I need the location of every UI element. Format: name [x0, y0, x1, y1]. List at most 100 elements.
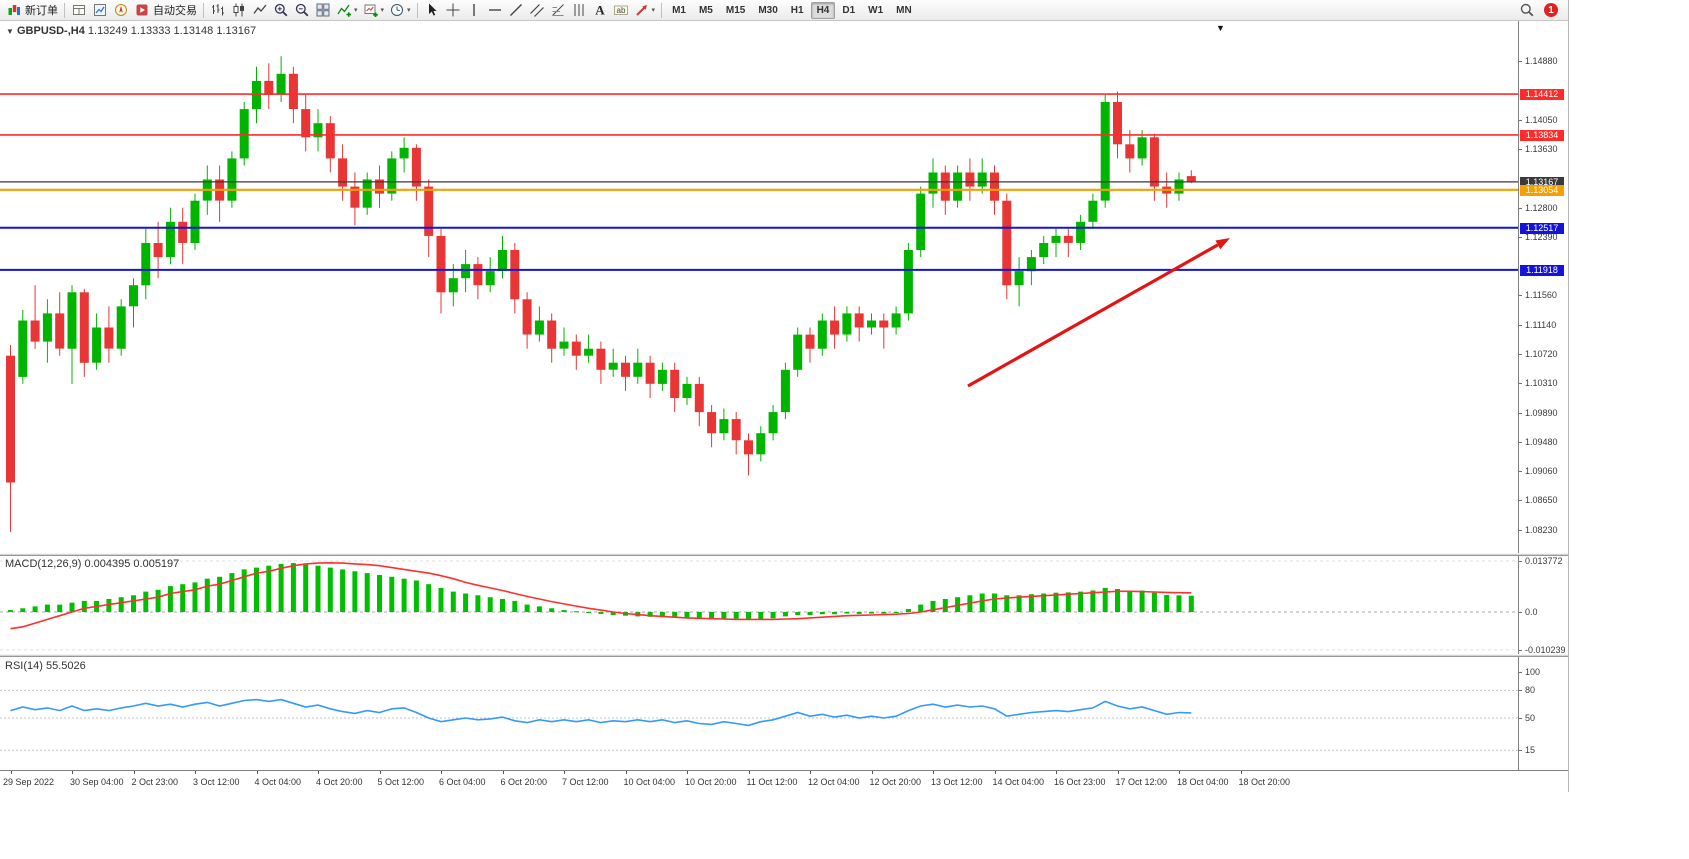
axis-tick: [1519, 500, 1522, 502]
candle: [338, 144, 348, 201]
price-scale[interactable]: 1.14880 1.14050 1.13630 1.12800 1.12390 1.115…: [1518, 21, 1568, 770]
candle: [424, 179, 434, 258]
zoom-in-button[interactable]: [271, 1, 291, 19]
search-button[interactable]: [1517, 1, 1537, 19]
trendline-icon: [508, 2, 524, 18]
macd-bar: [869, 612, 874, 614]
macd-bar: [167, 586, 173, 612]
rsi-chart[interactable]: [0, 658, 1518, 770]
candle: [977, 158, 987, 194]
candle: [350, 172, 360, 226]
candlestick-chart-button[interactable]: [229, 1, 249, 19]
axis-tick: [1519, 718, 1522, 719]
line-chart-icon: [252, 2, 268, 18]
text-button[interactable]: A: [590, 1, 610, 19]
axis-tick: [1519, 236, 1522, 238]
time-axis-label: 2 Oct 23:00: [131, 777, 179, 787]
candle: [559, 327, 569, 356]
price-tag: 1.13054: [1520, 184, 1564, 196]
trend-arrow-head[interactable]: [1215, 238, 1230, 250]
macd-bar: [672, 612, 678, 618]
new-order-label: 新订单: [25, 5, 58, 17]
macd-bar: [992, 593, 997, 612]
candle: [867, 313, 876, 335]
trend-arrow[interactable]: [967, 243, 1219, 388]
axis-tick: [1519, 383, 1522, 385]
pane-separator[interactable]: [0, 654, 1568, 657]
cursor-button[interactable]: [422, 1, 442, 19]
toolbar-separator: [416, 2, 418, 18]
timeframe-mn[interactable]: MN: [896, 4, 912, 16]
timeframe-m5[interactable]: M5: [698, 4, 713, 16]
autotrading-icon: [134, 2, 150, 18]
periods-button[interactable]: ▾: [387, 1, 413, 19]
indicators-button[interactable]: ▾: [334, 1, 360, 19]
macd-bar: [782, 612, 788, 617]
macd-bar: [57, 604, 63, 612]
tile-windows-button[interactable]: [313, 1, 333, 19]
macd-bar: [192, 582, 198, 612]
timeframe-h1[interactable]: H1: [790, 4, 804, 16]
zoom-out-icon: [294, 2, 310, 18]
candle: [461, 250, 471, 293]
new-chart-button[interactable]: ▾: [361, 1, 387, 19]
price-tag: 1.12517: [1520, 222, 1564, 234]
line-chart-button[interactable]: [250, 1, 270, 19]
timeframe-w1[interactable]: W1: [868, 4, 884, 16]
timeframe-m30[interactable]: M30: [758, 4, 778, 16]
navigator-button[interactable]: [111, 1, 131, 19]
candle: [768, 405, 778, 441]
cycle-lines-button[interactable]: [569, 1, 589, 19]
time-tick: [933, 771, 934, 774]
chart-shift-marker[interactable]: ▼: [1216, 23, 1225, 33]
timeframe-d1[interactable]: D1: [842, 4, 856, 16]
macd-bar: [290, 563, 296, 612]
timeframe-m1[interactable]: M1: [672, 4, 686, 16]
new-order-button[interactable]: 新订单: [4, 1, 60, 19]
timeframe-h4[interactable]: H4: [810, 1, 836, 19]
bar-chart-button[interactable]: [208, 1, 228, 19]
time-scale[interactable]: 29 Sep 2022 30 Sep 04:00 2 Oct 23:00 3 Oct …: [0, 770, 1568, 792]
rsi-label: RSI(14) 55.5026: [5, 660, 86, 672]
macd-bar: [942, 599, 948, 612]
candle: [1014, 257, 1024, 307]
macd-bar: [364, 573, 370, 612]
autotrading-label: 自动交易: [153, 5, 197, 17]
data-window-button[interactable]: [69, 1, 89, 19]
horizontal-line-icon: [487, 2, 503, 18]
axis-tick: [1519, 690, 1522, 692]
pane-separator[interactable]: [0, 553, 1568, 556]
price-chart[interactable]: [0, 21, 1518, 553]
candle: [707, 405, 717, 448]
text-label-button[interactable]: ab: [611, 1, 631, 19]
macd-bar: [598, 612, 604, 614]
vertical-line-button[interactable]: [464, 1, 484, 19]
time-tick: [871, 771, 873, 774]
macd-bar: [1176, 595, 1182, 612]
axis-label: 1.13630: [1525, 144, 1558, 155]
time-axis-label: 4 Oct 04:00: [254, 777, 302, 787]
candle: [694, 376, 704, 427]
trendline-button[interactable]: [506, 1, 526, 19]
horizontal-line-button[interactable]: [485, 1, 505, 19]
autotrading-button[interactable]: 自动交易: [132, 1, 199, 19]
macd-chart[interactable]: [0, 556, 1518, 654]
macd-bar: [709, 612, 715, 620]
axis-tick: [1519, 649, 1522, 651]
equidistant-channel-button[interactable]: [527, 1, 547, 19]
arrows-button[interactable]: ▾: [632, 1, 658, 19]
zoom-out-button[interactable]: [292, 1, 312, 19]
notifications-badge[interactable]: 1: [1544, 3, 1558, 17]
macd-signal-line: [10, 561, 1192, 630]
crosshair-button[interactable]: [443, 1, 463, 19]
macd-bar: [463, 593, 469, 612]
timeframe-m15[interactable]: M15: [725, 4, 746, 16]
macd-bar: [659, 612, 665, 618]
market-watch-button[interactable]: [90, 1, 110, 19]
candle: [793, 327, 803, 377]
time-axis-label: 6 Oct 04:00: [439, 777, 486, 787]
collapse-icon[interactable]: ▼: [6, 27, 14, 36]
axis-tick: [1519, 471, 1522, 473]
fibonacci-button[interactable]: [548, 1, 568, 19]
